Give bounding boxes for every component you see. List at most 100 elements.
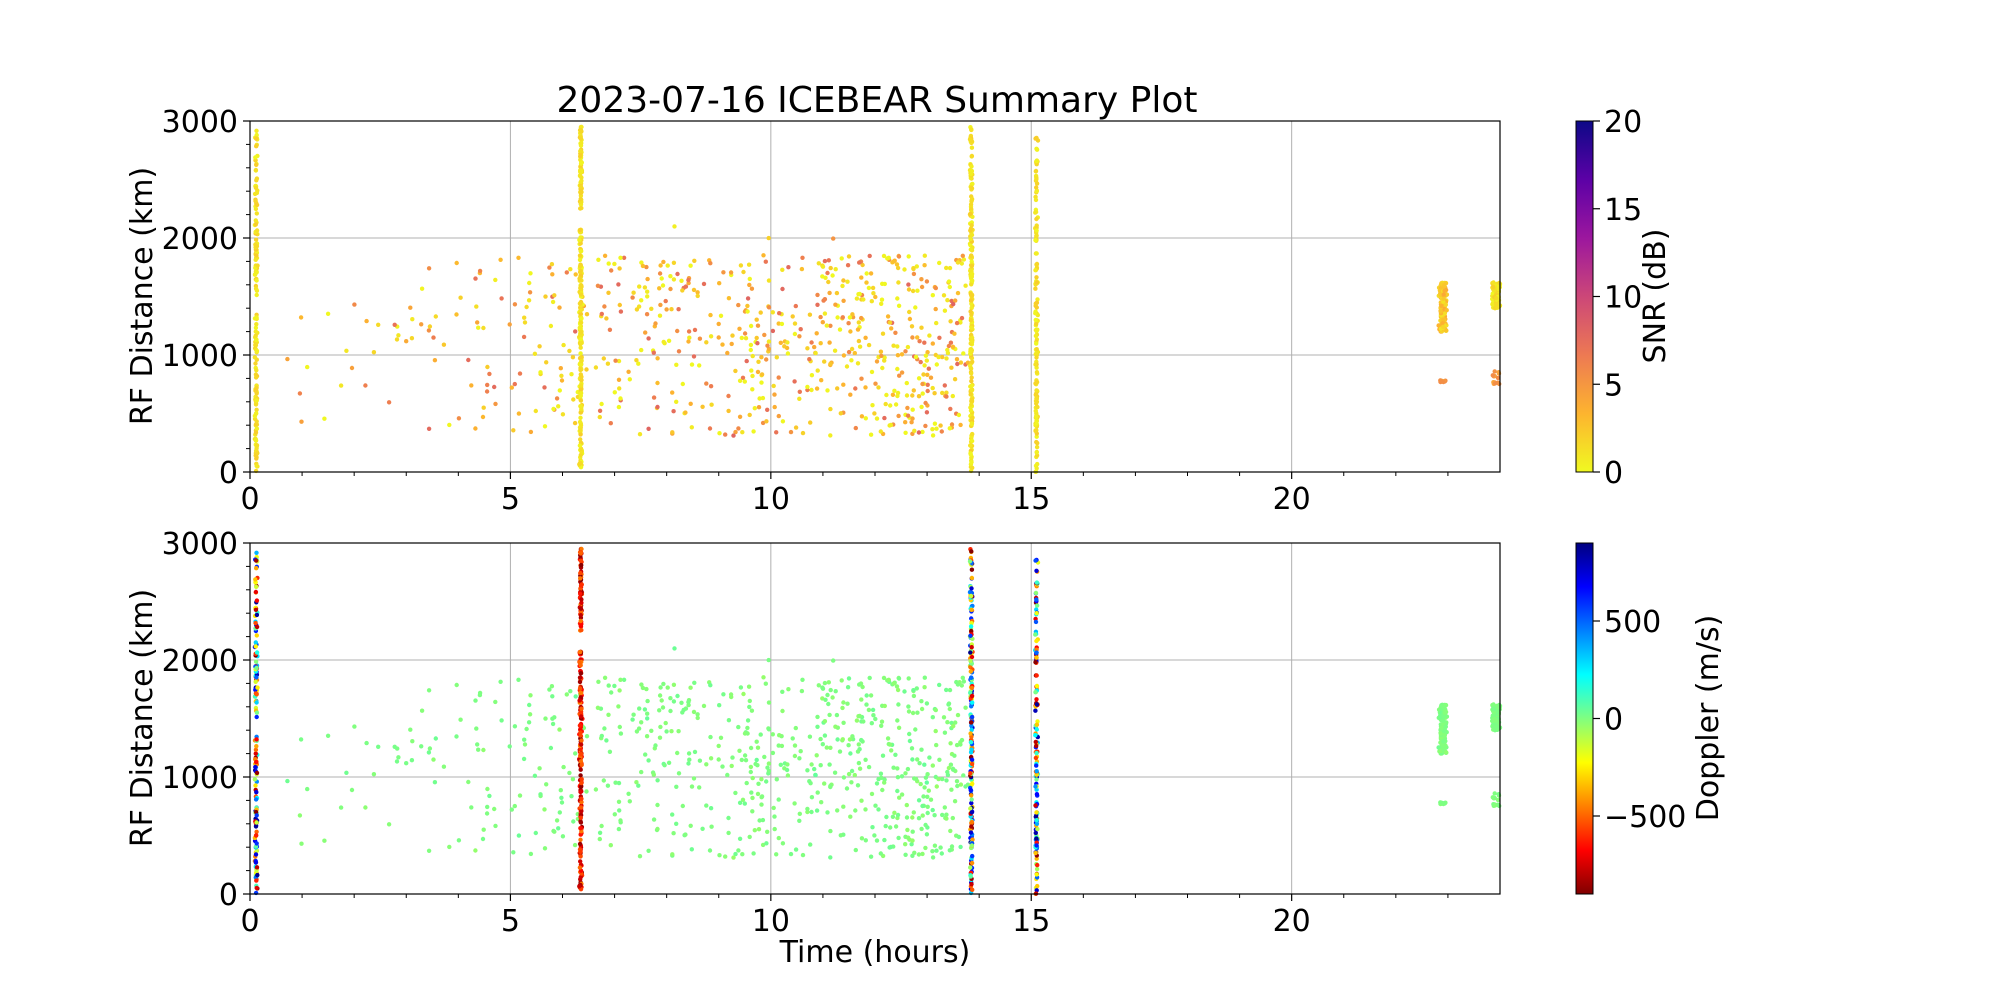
data-point <box>578 169 583 174</box>
data-point <box>742 379 747 384</box>
data-point <box>1490 302 1495 307</box>
data-point <box>1034 275 1039 280</box>
data-point <box>683 832 688 837</box>
data-point <box>254 176 260 181</box>
data-point <box>969 860 975 866</box>
data-point <box>493 823 498 829</box>
data-point <box>577 865 583 870</box>
data-point <box>646 336 651 341</box>
data-point <box>322 416 327 421</box>
data-point <box>969 375 974 380</box>
data-point <box>904 802 909 808</box>
data-point <box>919 284 925 290</box>
data-point <box>1034 189 1039 194</box>
data-point <box>661 681 666 687</box>
data-point <box>568 689 573 694</box>
data-point <box>1034 466 1039 471</box>
data-point <box>750 387 755 392</box>
data-point <box>549 684 555 689</box>
data-point <box>766 768 772 774</box>
data-point <box>930 385 935 391</box>
data-point <box>820 264 826 269</box>
data-point <box>1034 233 1039 238</box>
data-point <box>874 359 880 364</box>
data-point <box>754 739 759 744</box>
data-point <box>254 419 259 424</box>
data-point <box>930 763 935 768</box>
data-point <box>969 339 975 345</box>
data-point <box>254 820 259 825</box>
data-point <box>485 382 490 388</box>
data-point <box>728 270 734 275</box>
data-point <box>1444 308 1449 313</box>
data-point <box>419 286 425 291</box>
data-point <box>639 682 644 687</box>
data-point <box>755 323 761 328</box>
data-point <box>1438 309 1443 314</box>
data-point <box>570 777 576 782</box>
data-point <box>833 267 838 272</box>
data-point <box>657 271 663 276</box>
data-point <box>599 733 604 739</box>
data-point <box>844 786 850 791</box>
data-point <box>835 808 840 813</box>
data-point <box>930 433 936 438</box>
data-point <box>911 271 917 277</box>
data-point <box>754 757 759 763</box>
data-point <box>577 419 583 425</box>
data-point <box>934 320 939 326</box>
data-point <box>578 613 583 618</box>
data-point <box>916 852 922 857</box>
data-point <box>905 766 911 772</box>
data-point <box>752 406 757 411</box>
data-point <box>807 312 813 317</box>
data-point <box>969 153 975 159</box>
data-point <box>839 256 844 261</box>
data-point <box>953 298 958 303</box>
data-point <box>812 766 817 772</box>
data-point <box>864 693 869 698</box>
data-point <box>766 339 772 344</box>
data-point <box>968 443 973 448</box>
data-point <box>254 759 259 765</box>
data-point <box>756 827 762 832</box>
data-point <box>873 294 878 300</box>
data-point <box>253 237 259 242</box>
data-point <box>755 341 760 346</box>
data-point <box>747 412 752 418</box>
data-point <box>660 283 666 288</box>
y-tick-label: 2000 <box>162 644 238 679</box>
data-point <box>750 795 755 801</box>
data-point <box>917 339 922 344</box>
data-point <box>550 299 556 305</box>
data-point <box>835 386 840 391</box>
data-point <box>820 742 825 747</box>
colorbar-tick-label: 0 <box>1604 703 1623 738</box>
data-point <box>1034 818 1039 823</box>
data-point <box>695 293 700 299</box>
data-point <box>891 765 896 770</box>
data-point <box>867 675 872 681</box>
data-point <box>254 624 260 630</box>
data-point <box>651 395 657 400</box>
data-point <box>922 263 927 268</box>
data-point <box>253 387 259 393</box>
grid <box>250 121 1500 472</box>
data-point <box>254 692 259 697</box>
data-point <box>937 757 942 762</box>
data-point <box>846 771 852 777</box>
data-point <box>597 414 602 420</box>
data-point <box>593 365 599 370</box>
data-point <box>578 249 584 254</box>
data-point <box>636 361 641 366</box>
data-point <box>542 807 547 812</box>
data-point <box>1034 347 1039 352</box>
data-point <box>285 356 290 362</box>
data-point <box>919 325 924 330</box>
data-point <box>944 265 949 271</box>
data-point <box>736 724 741 730</box>
data-point <box>922 762 927 767</box>
data-point <box>687 757 692 762</box>
colorbar-tick-label: −500 <box>1604 800 1686 835</box>
data-point <box>740 375 746 380</box>
